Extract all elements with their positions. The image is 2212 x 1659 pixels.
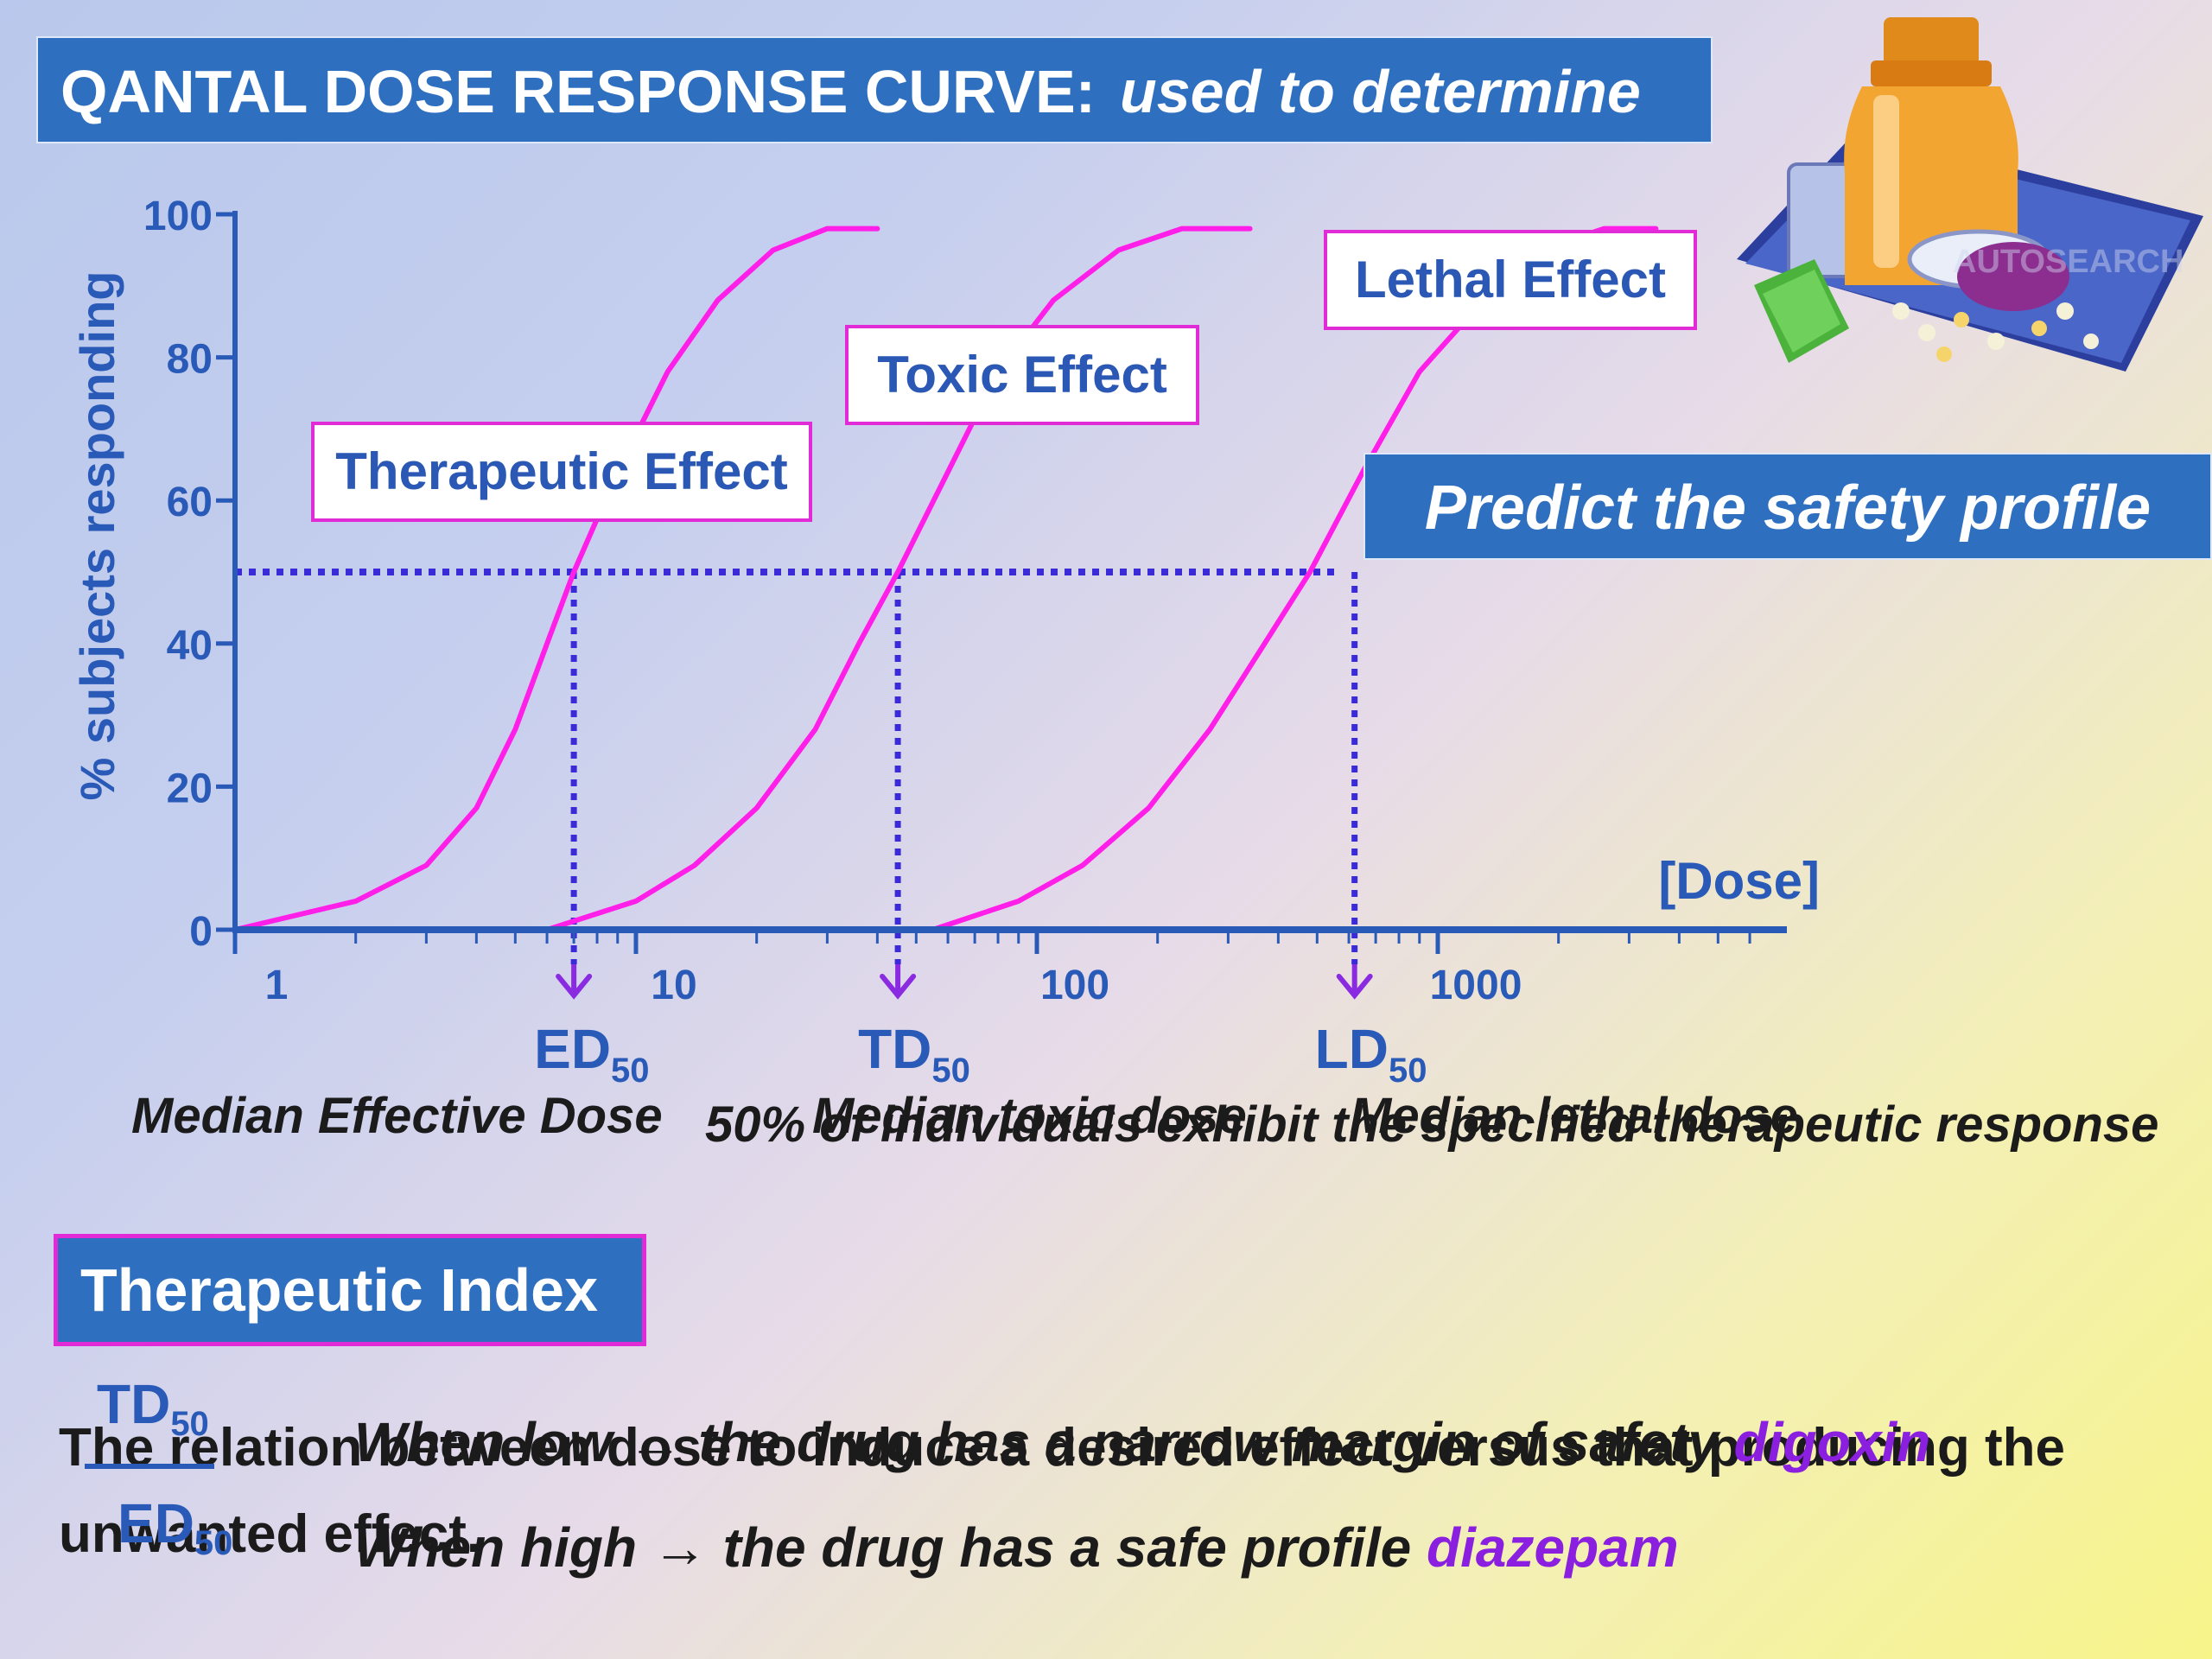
medicine-bottle-icon: AUTOSEARCH [1737,17,2203,372]
tick-group: 0 20 40 60 80 100 1 10 100 1000 [143,194,1751,1008]
ti-numerator-label: TD [97,1373,171,1435]
predict-safety-box: Predict the safety profile [1363,453,2212,560]
ti-denominator-label: ED [118,1492,194,1554]
marker-arrow-head-1 [880,974,917,1000]
ti-high-text: When high → the drug has a safe profile … [354,1516,1679,1580]
x-tick-label-1: 10 [651,963,696,1008]
y-axis-label: % subjects responding [70,271,124,801]
curve-1 [544,226,1253,932]
x-axis-label: [Dose] [1658,852,1820,910]
half-individuals-text: 50% of individuals exhibit the specified… [705,1096,2159,1153]
marker-arrow-head-2 [1336,974,1373,1000]
watermark-text: AUTOSEARCH [1953,244,2183,280]
slide-title: QANTAL DOSE RESPONSE CURVE: used to deter… [36,36,1713,143]
title-main: QANTAL DOSE RESPONSE CURVE: [60,58,1096,125]
ti-low-drug: digoxin [1733,1411,1931,1473]
y-tick-label-2: 40 [167,623,213,669]
y-tick-label-5: 100 [143,194,213,239]
marker-group: ED50 TD50 LD50 [534,964,1427,1090]
median-toxic-dose-text: Median toxic dose [812,1088,1247,1144]
marker-label-1: TD50 [858,1018,970,1090]
reference-lines [235,569,1358,964]
ti-denominator: ED50 [118,1491,232,1563]
axes [232,211,1787,933]
y-tick-label-3: 60 [167,480,213,525]
marker-arrow-head-0 [556,974,593,1000]
title-italic: used to determine [1119,58,1641,125]
therapeutic-index-definition: The relation between dose to induce a de… [59,1418,2066,1564]
marker-label-0: ED50 [534,1018,649,1090]
ti-high-statement: When high → the drug has a safe profile [354,1516,1412,1579]
x-tick-label-3: 1000 [1430,963,1522,1008]
therapeutic-effect-label: Therapeutic Effect [311,422,812,522]
ti-low-statement: When low → the drug has a narrow margin … [354,1411,1719,1473]
ti-denominator-sub: 50 [194,1523,233,1562]
ti-numerator: TD50 [97,1372,209,1444]
x-tick-label-0: 1 [265,963,289,1008]
ti-high-drug: diazepam [1427,1516,1679,1579]
x-tick-label-2: 100 [1040,963,1109,1008]
lethal-effect-label: Lethal Effect [1324,230,1697,330]
toxic-effect-label: Toxic Effect [845,325,1199,425]
y-tick-label-0: 0 [189,909,213,955]
fraction-bar [85,1464,214,1469]
y-tick-label-4: 80 [167,337,213,383]
median-lethal-dose-text: Median lethal dose [1350,1088,1798,1144]
ti-numerator-sub: 50 [170,1404,209,1443]
ti-low-text: When low → the drug has a narrow margin … [354,1410,1930,1474]
therapeutic-index-heading: Therapeutic Index [54,1234,646,1346]
marker-label-2: LD50 [1315,1018,1427,1090]
curve-0 [232,226,880,932]
y-tick-label-1: 20 [167,766,213,811]
median-effective-dose-text: Median Effective Dose [131,1088,663,1144]
